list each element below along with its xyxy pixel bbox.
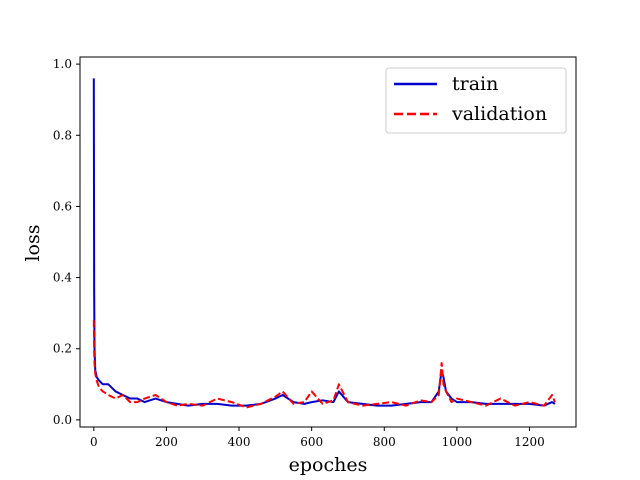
x-tick-label: 1200: [514, 435, 545, 449]
series-line-validation: [92, 320, 556, 409]
x-tick-label: 400: [228, 435, 251, 449]
legend: train validation: [385, 67, 567, 134]
y-tick-label: 0.2: [53, 342, 72, 356]
x-tick-label: 200: [155, 435, 178, 449]
y-tick-label: 0.6: [53, 199, 72, 213]
y-tick-label: 0.4: [53, 271, 72, 285]
x-tick-label: 0: [90, 435, 98, 449]
y-tick-label: 0.0: [53, 413, 72, 427]
y-axis-label: loss: [22, 224, 44, 261]
x-tick-label: 1000: [442, 435, 473, 449]
series-line-train: [92, 78, 556, 407]
y-tick-label: 1.0: [53, 57, 72, 71]
ticks-layer: 0 200 400 600 800 1000 1200 0.0 0.2 0.4 0.6 0.8 1.0: [53, 57, 545, 449]
x-axis-label: epoches: [289, 454, 368, 476]
legend-label-train: train: [452, 73, 498, 95]
x-tick-label: 600: [300, 435, 323, 449]
series-layer: [92, 78, 556, 409]
legend-label-validation: validation: [451, 103, 547, 125]
y-tick-label: 0.8: [53, 128, 72, 142]
x-tick-label: 800: [373, 435, 396, 449]
